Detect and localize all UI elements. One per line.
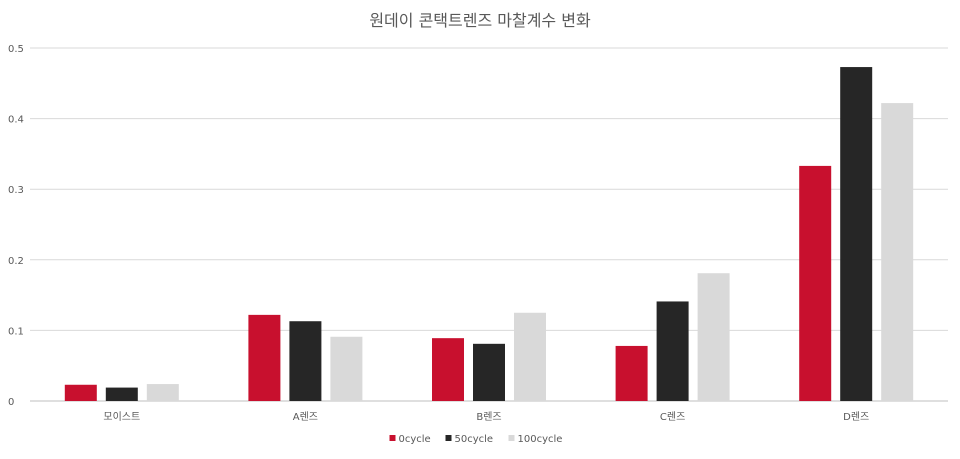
x-category-label: 모이스트 [103,411,140,423]
bar-100cycle-0 [146,384,179,401]
bar-50cycle-0 [105,387,138,401]
x-axis-categories: 모이스트 A렌즈 B렌즈 C렌즈 D렌즈 [103,411,869,423]
x-category-label: A렌즈 [293,411,318,423]
bar-0cycle-4 [799,165,832,401]
bar-0cycle-2 [432,338,464,401]
legend: 0cycle 50cycle 100cycle [389,434,563,445]
bar-100cycle-4 [881,103,914,402]
legend-swatch [508,435,515,441]
bars-layer [64,67,914,402]
x-category-label: C렌즈 [660,411,685,423]
bar-50cycle-3 [656,301,689,401]
bar-0cycle-0 [64,384,97,401]
y-tick-label: 0.1 [8,326,24,337]
y-tick-label: 0.3 [8,185,24,196]
x-category-label: D렌즈 [843,411,869,423]
y-tick-label: 0.5 [8,44,24,55]
legend-item: 0cycle [389,434,431,445]
y-tick-label: 0 [8,397,14,408]
x-category-label: B렌즈 [476,411,501,423]
y-tick-label: 0.4 [8,115,24,126]
legend-swatch [389,435,396,441]
y-tick-label: 0.2 [8,256,24,267]
y-axis-ticks: 0 0.1 0.2 0.3 0.4 0.5 [8,44,24,408]
legend-item: 100cycle [508,434,563,445]
bar-50cycle-4 [840,67,873,401]
legend-label: 0cycle [399,434,431,445]
bar-100cycle-1 [330,336,363,401]
legend-item: 50cycle [445,434,494,445]
bar-100cycle-3 [697,273,730,401]
grid-layer [30,47,948,402]
bar-0cycle-1 [248,314,281,401]
bar-100cycle-2 [514,312,546,401]
bar-50cycle-1 [289,321,322,401]
legend-label: 100cycle [518,434,563,445]
legend-swatch [445,435,452,441]
bar-50cycle-2 [473,343,505,401]
legend-label: 50cycle [455,434,494,445]
bar-0cycle-3 [615,345,648,401]
chart-title: 원데이 콘택트렌즈 마찰계수 변화 [369,11,591,30]
